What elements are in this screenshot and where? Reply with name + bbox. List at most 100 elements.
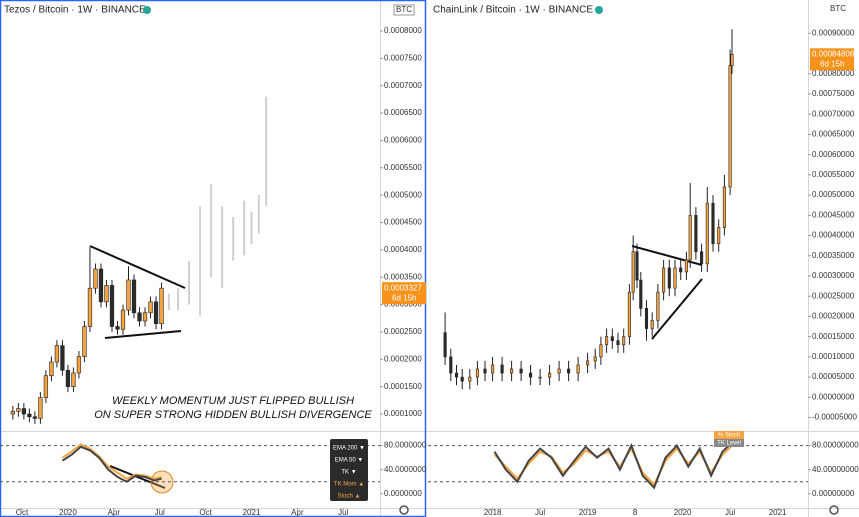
y-tick-label: 0.00075000 [812, 89, 855, 98]
candle-body [460, 376, 464, 382]
candle-body [694, 215, 698, 253]
candle-body [49, 361, 54, 377]
candle-body [468, 376, 472, 382]
y-tick-label: 0.00025000 [812, 291, 855, 300]
indicator-label: EMA 200 ▼ [333, 446, 365, 452]
y-tick-label: 0.00060000 [812, 150, 855, 159]
chart-title: ChainLink / Bitcoin · 1W · BINANCE [433, 5, 593, 16]
y-tick-label: 0.0004500 [384, 218, 422, 227]
countdown: 6d 15h [392, 293, 416, 302]
candle-body [529, 372, 533, 378]
y-tick-label: 0.00040000 [812, 231, 855, 240]
x-tick-label: Jul [535, 508, 545, 517]
y-tick-label: 0.00050000 [812, 190, 855, 199]
y-tick-label: -0.00005000 [812, 413, 857, 422]
candle-body [76, 356, 82, 374]
candle-body [627, 291, 631, 337]
candle-body [126, 279, 131, 311]
x-tick-label: 2021 [769, 508, 787, 517]
osc-line [493, 441, 733, 490]
x-tick-label: Jul [725, 508, 735, 517]
trend-line [89, 245, 186, 289]
y-tick-label: 0.00070000 [812, 109, 855, 118]
candle-body [131, 279, 137, 314]
osc-y-tick-label: 40.0000000 [384, 465, 427, 474]
indicator-tag [714, 431, 744, 439]
candle-body [148, 301, 153, 314]
price-label-box [810, 48, 854, 71]
candle-body [717, 227, 721, 244]
osc-y-tick-label: 80.0000000 [384, 441, 427, 450]
candle-body [104, 285, 109, 303]
candle-body [622, 336, 626, 346]
osc-y-tick-label: 0.0000000 [384, 489, 422, 498]
candle-body [483, 368, 487, 374]
annotation: ON SUPER STRONG HIDDEN BULLISH DIVERGENC… [94, 409, 372, 421]
candle-body [567, 368, 571, 374]
x-tick-label: Jul [338, 508, 348, 517]
osc-y-tick-label: 80.00000000 [812, 441, 859, 450]
divergence-line [109, 465, 166, 489]
candle-body [142, 312, 148, 322]
x-tick-label: 2018 [484, 508, 502, 517]
x-tick-label: Jul [155, 508, 165, 517]
indicator-tag [714, 439, 744, 447]
y-tick-label: 0.00035000 [812, 251, 855, 260]
candle-body [10, 410, 15, 415]
candle-body [38, 397, 43, 419]
y-tick-label: 0.0006500 [384, 108, 422, 117]
candle-body [548, 372, 552, 378]
candle-body [684, 259, 688, 273]
settings-icon[interactable] [399, 505, 409, 515]
y-tick-label: 0.00080000 [812, 69, 855, 78]
y-tick-label: 0.0005500 [384, 163, 422, 172]
candle-body [639, 279, 643, 309]
price-label-box [382, 282, 426, 305]
x-tick-label: Oct [16, 508, 29, 517]
y-tick-label: 0.00015000 [812, 332, 855, 341]
status-dot [143, 6, 151, 14]
y-tick-label: 0.0002000 [384, 354, 422, 363]
x-tick-label: 2020 [674, 508, 692, 517]
candle-body [510, 368, 514, 374]
candle-body [43, 375, 49, 398]
x-tick-label: 2021 [243, 508, 261, 517]
candle-body [98, 268, 104, 303]
trend-line [651, 278, 703, 340]
candle-body [87, 287, 93, 327]
osc-y-tick-label: 40.00000000 [812, 465, 859, 474]
candle-body [673, 267, 677, 289]
unit-label: BTC [830, 4, 846, 13]
price-label: 0.0003327 [384, 283, 422, 292]
candle-body [449, 356, 453, 374]
candle-body [120, 309, 126, 330]
y-tick-label: 0.00090000 [812, 28, 855, 37]
settings-icon[interactable] [829, 505, 839, 515]
candle-body [500, 364, 504, 374]
y-tick-label: 0.00055000 [812, 170, 855, 179]
candle-body [538, 376, 542, 379]
candle-body [82, 326, 87, 357]
candle-body [730, 54, 734, 66]
indicator-label: TK Mom ▲ [334, 482, 364, 488]
candle-body [159, 287, 164, 325]
candle-body [491, 364, 495, 374]
candle-body [60, 345, 65, 371]
y-tick-label: 0.0001500 [384, 382, 422, 391]
y-tick-label: 0.0003000 [384, 300, 422, 309]
indicator-label: TK ▼ [341, 470, 356, 476]
candle-body [137, 312, 142, 322]
y-tick-label: 0.00000000 [812, 392, 855, 401]
candle-body [631, 251, 635, 293]
candle-body [610, 336, 614, 341]
candle-body [153, 301, 159, 325]
candle-body [54, 345, 60, 363]
y-tick-label: 0.0007000 [384, 81, 422, 90]
y-tick-label: 0.0004000 [384, 245, 422, 254]
trend-line [104, 330, 182, 339]
candle-body [700, 251, 704, 265]
x-tick-label: 2020 [59, 508, 77, 517]
y-tick-label: 0.00010000 [812, 352, 855, 361]
